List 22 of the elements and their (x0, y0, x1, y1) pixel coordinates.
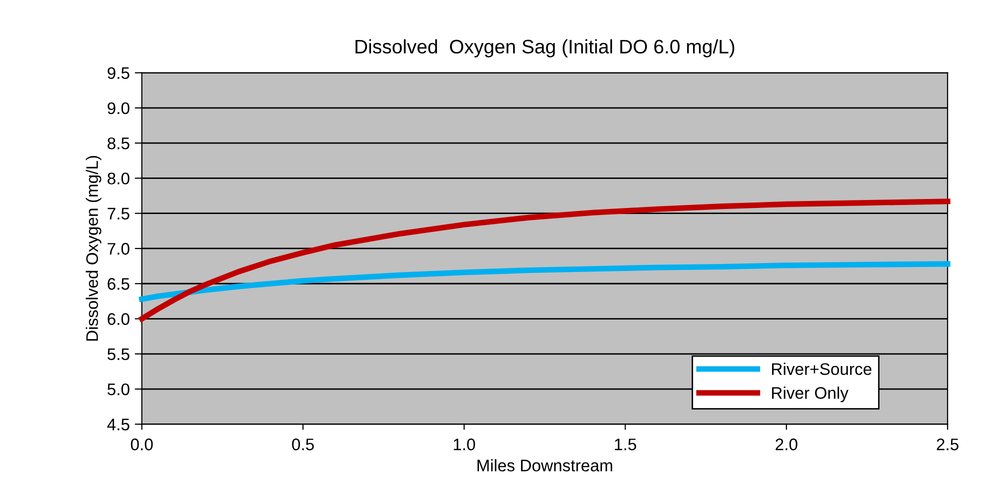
y-axis-title: Dissolved Oxygen (mg/L) (86, 156, 102, 341)
x-axis-title: Miles Downstream (478, 459, 612, 472)
x-tick-label: 1.5 (614, 438, 636, 450)
y-tick-label: 8.0 (108, 172, 130, 184)
y-tick-label: 5.0 (108, 383, 130, 396)
y-tick-label: 9.0 (108, 102, 130, 114)
x-tick-label: 2.0 (776, 438, 798, 450)
legend-label: River Only (772, 386, 848, 402)
y-tick-label: 7.5 (108, 208, 130, 220)
x-tick-label: 1.0 (454, 438, 476, 450)
y-tick-label: 6.5 (108, 278, 130, 290)
chart-title: Dissolved Oxygen Sag (Initial DO 6.0 mg/L) (356, 39, 734, 58)
y-tick-label: 4.5 (107, 418, 130, 430)
x-tick-label: 2.5 (936, 438, 958, 450)
x-tick-label: 0.0 (130, 438, 153, 450)
y-tick-label: 7.0 (108, 242, 130, 255)
x-tick-label: 0.5 (292, 438, 314, 450)
y-tick-label: 8.5 (108, 137, 130, 150)
y-tick-label: 6.0 (108, 313, 130, 325)
y-tick-label: 9.5 (108, 67, 130, 79)
legend-label: River+Source (772, 362, 872, 375)
y-tick-label: 5.5 (108, 348, 130, 360)
